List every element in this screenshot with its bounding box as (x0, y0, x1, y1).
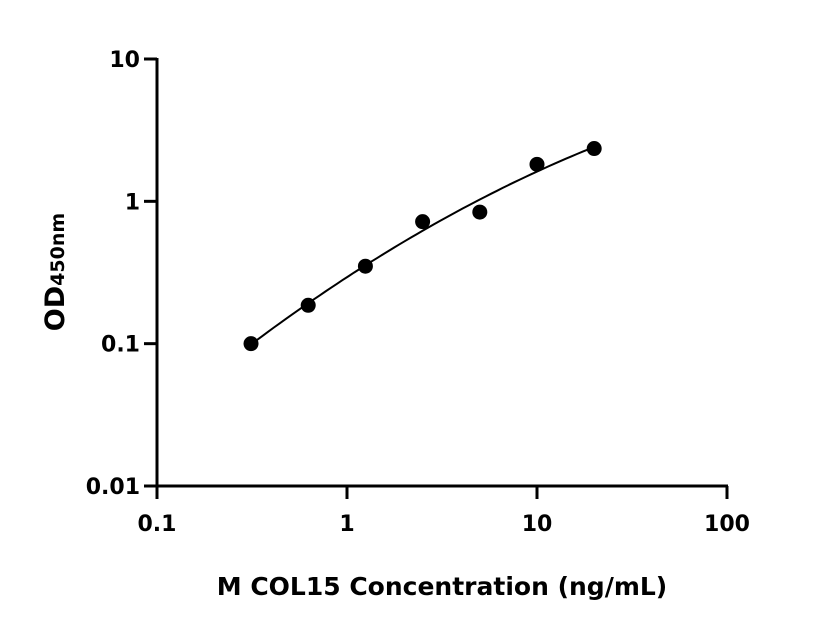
x-axis-label: M COL15 Concentration (ng/mL) (217, 572, 668, 601)
y-tick-label: 0.01 (86, 475, 140, 500)
data-point (300, 297, 316, 313)
x-tick-label: 0.1 (138, 512, 177, 537)
y-tick-label: 1 (125, 190, 140, 215)
y-axis-label-sub: 450nm (47, 213, 69, 286)
y-tick-label: 10 (109, 48, 140, 73)
x-tick-label: 10 (522, 512, 553, 537)
data-point (472, 204, 488, 220)
data-point (243, 336, 259, 352)
data-point (415, 214, 431, 230)
y-tick-label: 0.1 (101, 333, 140, 358)
y-axis-label-main: OD (40, 286, 71, 331)
data-point (586, 141, 602, 157)
axes: 0.01 0.1 1 10 0.1 1 10 100 (86, 48, 750, 537)
y-axis-label: OD450nm (40, 213, 71, 331)
data-point (529, 156, 545, 172)
data-point (357, 258, 373, 274)
x-tick-label: 100 (704, 512, 750, 537)
x-tick-label: 1 (339, 512, 354, 537)
data-points (243, 141, 602, 352)
fit-curve (250, 146, 595, 346)
